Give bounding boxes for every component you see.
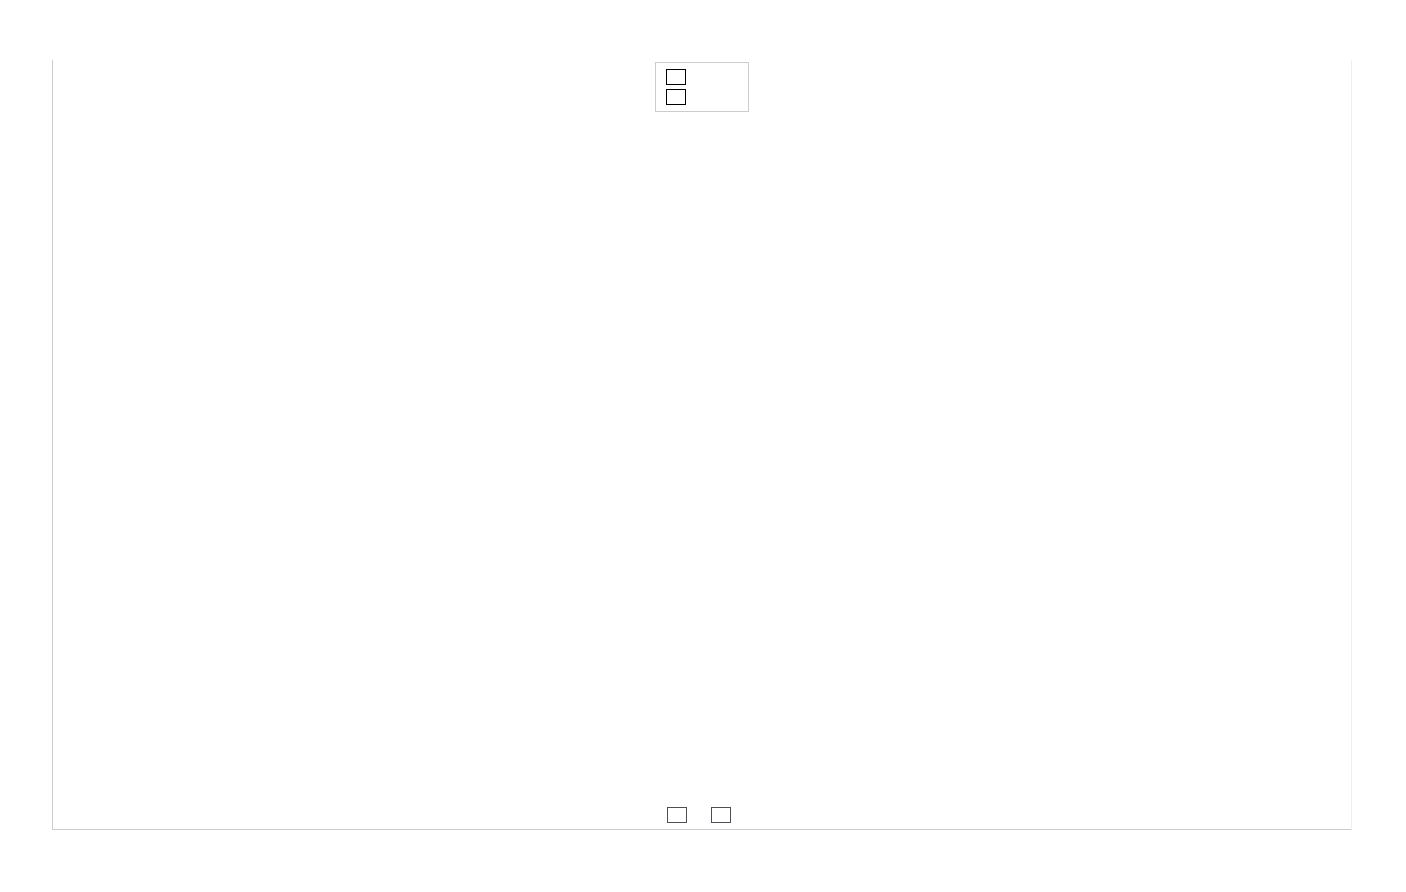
correlation-box (655, 62, 749, 112)
trend-lines (53, 60, 1351, 829)
legend-item-1 (711, 807, 737, 823)
scatter-plot (52, 60, 1352, 830)
legend-item-0 (667, 807, 693, 823)
swatch-series-1 (666, 89, 686, 105)
corr-row-series-0 (666, 67, 738, 87)
legend-swatch-0 (667, 807, 687, 823)
corr-row-series-1 (666, 87, 738, 107)
bottom-legend (661, 807, 743, 823)
swatch-series-0 (666, 69, 686, 85)
legend-swatch-1 (711, 807, 731, 823)
